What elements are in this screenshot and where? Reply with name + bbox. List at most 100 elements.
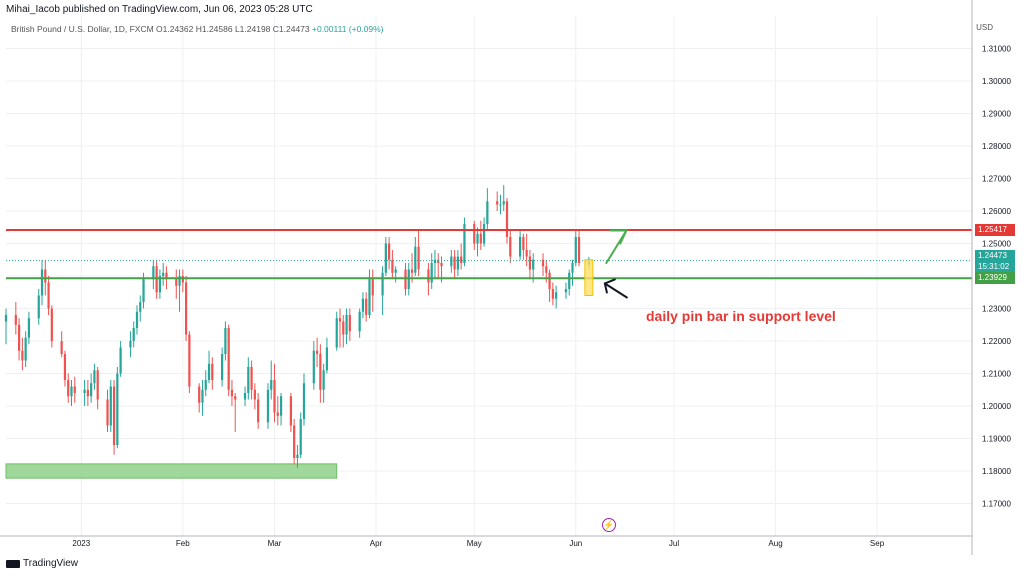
candle xyxy=(257,393,260,429)
candle xyxy=(358,308,361,338)
candle-body xyxy=(342,321,345,335)
symbol-info: British Pound / U.S. Dollar, 1D, FXCM O1… xyxy=(11,24,384,34)
candle-body xyxy=(253,389,256,400)
candle xyxy=(50,305,53,348)
candle-body xyxy=(37,295,40,319)
annotation-arrows[interactable] xyxy=(603,229,628,299)
candle xyxy=(391,250,394,280)
candle-body xyxy=(158,276,162,293)
candle xyxy=(253,383,256,410)
candle-body xyxy=(230,389,234,397)
candle-body xyxy=(14,315,17,325)
candle-body xyxy=(93,370,96,384)
candle-body xyxy=(417,246,420,270)
pin-bar-highlight[interactable] xyxy=(584,259,594,296)
candle-body xyxy=(293,425,296,458)
candle-body xyxy=(496,201,499,205)
candle-body xyxy=(129,341,132,348)
candle xyxy=(414,237,417,276)
demand-zone[interactable] xyxy=(5,463,338,479)
candle-body xyxy=(315,350,319,354)
brand-name: TradingView xyxy=(23,558,79,569)
y-tick-label: 1.23000 xyxy=(982,305,1011,314)
candle-body xyxy=(460,256,463,263)
candle xyxy=(368,269,371,319)
candle-body xyxy=(450,256,453,267)
candle-body xyxy=(499,204,502,206)
candle-body xyxy=(221,354,224,380)
candle-body xyxy=(577,237,581,263)
candle-body xyxy=(106,399,109,426)
y-tick-label: 1.22000 xyxy=(982,337,1011,346)
y-tick-label: 1.30000 xyxy=(982,77,1011,86)
candle xyxy=(211,357,214,390)
candle-body xyxy=(568,272,571,289)
candle xyxy=(528,250,532,280)
candle-body xyxy=(430,263,433,283)
candle xyxy=(571,259,574,286)
candle-body xyxy=(4,315,8,322)
candle-body xyxy=(201,389,204,403)
candle-body xyxy=(83,389,86,393)
candle-body xyxy=(548,272,551,289)
candle xyxy=(302,373,306,426)
candle xyxy=(486,188,489,231)
candle-body xyxy=(368,279,371,315)
candle xyxy=(17,318,21,361)
candle xyxy=(365,292,368,322)
candle-body xyxy=(132,328,135,341)
candle xyxy=(276,396,279,426)
x-tick-label: Apr xyxy=(370,539,383,548)
candle-body xyxy=(139,302,142,312)
candle-body xyxy=(119,347,122,374)
y-tick-label: 1.27000 xyxy=(982,175,1011,184)
candle xyxy=(181,269,184,293)
candle-body xyxy=(482,224,486,244)
candle-body xyxy=(555,292,558,299)
candle xyxy=(204,370,207,397)
candle-body xyxy=(394,269,397,273)
candle xyxy=(482,217,486,247)
candle xyxy=(96,367,99,410)
lightning-icon[interactable]: ⚡ xyxy=(602,518,616,532)
candle xyxy=(437,253,440,280)
candle xyxy=(499,194,502,215)
x-tick-label: Feb xyxy=(176,539,190,548)
candle xyxy=(221,347,224,387)
tradingview-logo: TradingView xyxy=(6,558,78,569)
candle-body xyxy=(388,243,391,260)
candle-body xyxy=(90,383,93,397)
candle-body xyxy=(188,334,191,387)
candle-body xyxy=(250,367,253,390)
candle-body xyxy=(410,269,414,273)
candle xyxy=(109,380,112,432)
candle-body xyxy=(178,276,181,286)
candle-body xyxy=(551,289,554,299)
candle-body xyxy=(112,386,116,445)
candle-body xyxy=(44,269,47,283)
candle-body xyxy=(257,399,260,423)
candle-body xyxy=(571,263,574,273)
candle-body xyxy=(473,224,476,244)
candle-body xyxy=(142,279,145,302)
annotation-text: daily pin bar in support level xyxy=(646,308,836,324)
candle-body xyxy=(165,272,168,280)
y-tick-label: 1.29000 xyxy=(982,110,1011,119)
candle-body xyxy=(279,396,283,416)
candle-body xyxy=(522,237,525,250)
currency-label: USD xyxy=(976,23,993,32)
candle xyxy=(551,282,554,306)
price-change: +0.00111 (+0.09%) xyxy=(312,24,384,34)
candle-body xyxy=(40,269,44,296)
candle-body xyxy=(348,315,351,332)
candle-body xyxy=(50,308,53,341)
tv-logo-icon xyxy=(6,559,20,568)
candle xyxy=(40,259,44,306)
candle xyxy=(279,393,283,426)
candle xyxy=(296,445,299,468)
candle xyxy=(394,266,397,283)
candle-body xyxy=(433,259,437,263)
candle xyxy=(555,285,558,309)
grid-lines xyxy=(6,16,972,536)
